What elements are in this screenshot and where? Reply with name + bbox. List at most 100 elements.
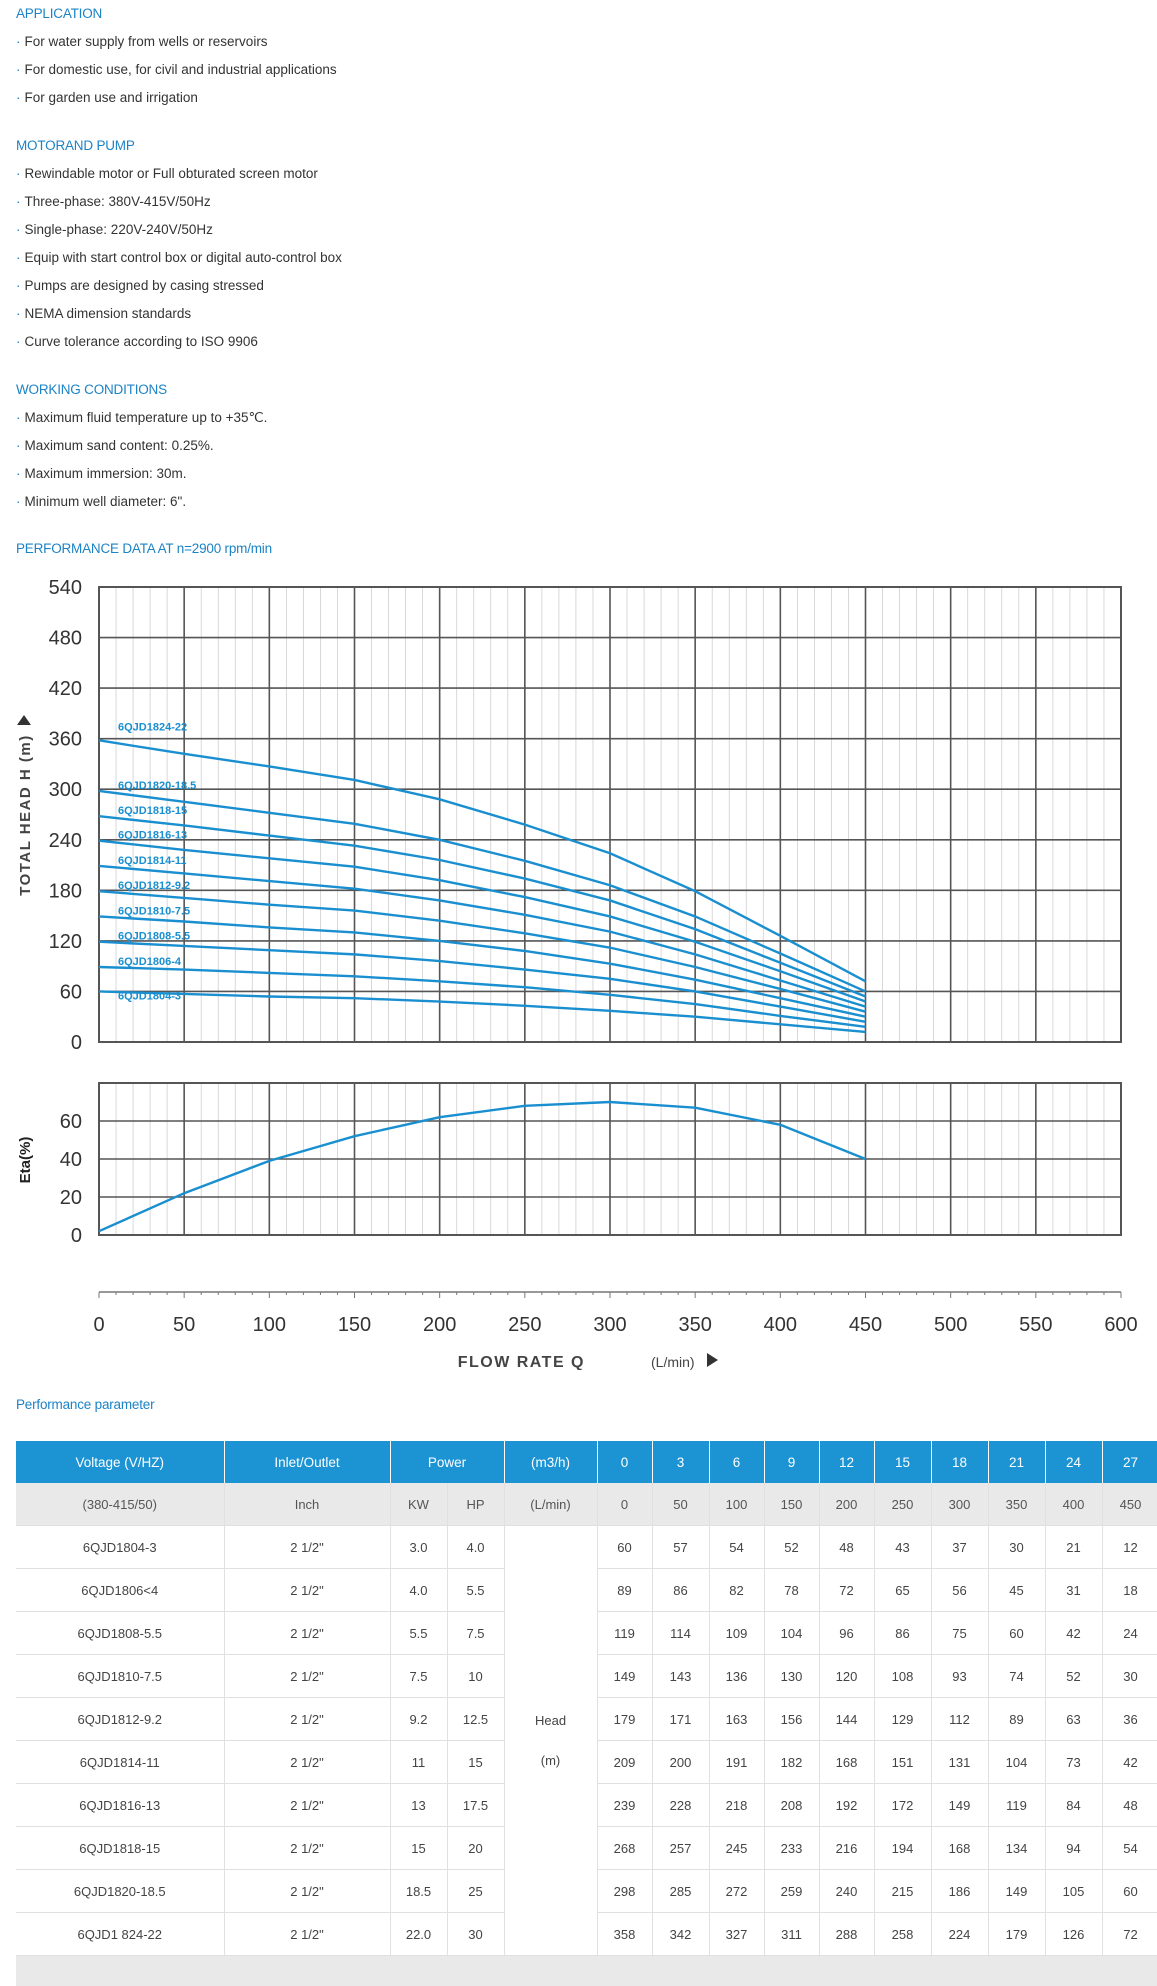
bullet-dot: · <box>16 494 21 509</box>
head-curve <box>99 866 866 1007</box>
bullet-dot: · <box>16 166 21 181</box>
inlet-cell: 2 1/2" <box>224 1569 390 1612</box>
head-value-cell: 104 <box>988 1741 1045 1784</box>
head-value-cell: 268 <box>597 1827 652 1870</box>
hp-cell: 5.5 <box>447 1569 504 1612</box>
head-value-cell: 37 <box>931 1526 988 1569</box>
head-value-cell: 63 <box>1045 1698 1102 1741</box>
curve-label: 6QJD1824-22 <box>118 721 187 733</box>
eta-y-tick-label: 0 <box>71 1225 82 1247</box>
head-value-cell: 233 <box>764 1827 819 1870</box>
head-value-cell: 129 <box>874 1698 931 1741</box>
kw-cell: 4.0 <box>390 1569 447 1612</box>
y-tick-label: 60 <box>60 981 82 1003</box>
y-tick-label: 480 <box>49 628 82 650</box>
table-header-cell: 0 <box>597 1441 652 1483</box>
table-header-cell: 15 <box>874 1441 931 1483</box>
head-value-cell: 86 <box>652 1569 709 1612</box>
curve-label: 6QJD1806-4 <box>118 956 182 968</box>
head-value-cell: 93 <box>931 1655 988 1698</box>
head-value-cell: 240 <box>819 1870 874 1913</box>
head-value-cell: 109 <box>709 1612 764 1655</box>
head-value-cell: 12 <box>1102 1526 1157 1569</box>
motor-pump-item: ·Single-phase: 220V-240V/50Hz <box>16 222 213 237</box>
bullet-text: For domestic use, for civil and industri… <box>25 62 337 77</box>
inlet-cell: 2 1/2" <box>224 1698 390 1741</box>
table-subheader-cell: 350 <box>988 1483 1045 1526</box>
head-value-cell: 104 <box>764 1612 819 1655</box>
motor-pump-item: ·Rewindable motor or Full obturated scre… <box>16 166 318 181</box>
head-value-cell: 94 <box>1045 1827 1102 1870</box>
motor-pump-title: MOTORAND PUMP <box>16 138 135 153</box>
x-tick-label: 350 <box>678 1314 711 1336</box>
kw-cell: 5.5 <box>390 1612 447 1655</box>
head-value-cell: 114 <box>652 1612 709 1655</box>
head-value-cell: 89 <box>597 1569 652 1612</box>
working-conditions-title: WORKING CONDITIONS <box>16 382 167 397</box>
head-value-cell: 65 <box>874 1569 931 1612</box>
hp-cell: 4.0 <box>447 1526 504 1569</box>
table-footer-row <box>16 1956 1157 1986</box>
table-header-cell: 6 <box>709 1441 764 1483</box>
curve-label: 6QJD1812-9.2 <box>118 880 190 892</box>
head-value-cell: 163 <box>709 1698 764 1741</box>
kw-cell: 18.5 <box>390 1870 447 1913</box>
hp-cell: 15 <box>447 1741 504 1784</box>
head-value-cell: 30 <box>1102 1655 1157 1698</box>
curve-label: 6QJD1808-5.5 <box>118 931 190 943</box>
head-value-cell: 228 <box>652 1784 709 1827</box>
head-value-cell: 119 <box>597 1612 652 1655</box>
curve-label: 6QJD1820-18.5 <box>118 780 196 792</box>
head-value-cell: 216 <box>819 1827 874 1870</box>
head-value-cell: 60 <box>597 1526 652 1569</box>
table-subheader-cell: 0 <box>597 1483 652 1526</box>
curve-label: 6QJD1814-11 <box>118 855 187 867</box>
head-value-cell: 112 <box>931 1698 988 1741</box>
model-cell: 6QJD1810-7.5 <box>16 1655 224 1698</box>
head-value-cell: 96 <box>819 1612 874 1655</box>
head-label: Head <box>506 1701 596 1741</box>
head-value-cell: 182 <box>764 1741 819 1784</box>
hp-cell: 12.5 <box>447 1698 504 1741</box>
working-item: ·Minimum well diameter: 6". <box>16 494 186 509</box>
bullet-text: Equip with start control box or digital … <box>25 250 342 265</box>
application-title: APPLICATION <box>16 6 102 21</box>
table-header-cell: 27 <box>1102 1441 1157 1483</box>
table-header-cell: Power <box>390 1441 504 1483</box>
head-unit-cell: Head(m) <box>504 1526 597 1956</box>
bullet-text: Maximum sand content: 0.25%. <box>25 438 214 453</box>
y-tick-label: 180 <box>49 880 82 902</box>
performance-table: Voltage (V/HZ) Inlet/Outlet Power (m3/h)… <box>16 1441 1157 1986</box>
table-subheader-cell: 300 <box>931 1483 988 1526</box>
head-value-cell: 151 <box>874 1741 931 1784</box>
head-value-cell: 21 <box>1045 1526 1102 1569</box>
bullet-text: Curve tolerance according to ISO 9906 <box>25 334 258 349</box>
head-value-cell: 288 <box>819 1913 874 1956</box>
head-value-cell: 134 <box>988 1827 1045 1870</box>
head-value-cell: 89 <box>988 1698 1045 1741</box>
model-cell: 6QJD1814-11 <box>16 1741 224 1784</box>
application-item: ·For garden use and irrigation <box>16 90 198 105</box>
table-header-cell: 18 <box>931 1441 988 1483</box>
head-value-cell: 272 <box>709 1870 764 1913</box>
head-value-cell: 191 <box>709 1741 764 1784</box>
head-value-cell: 84 <box>1045 1784 1102 1827</box>
bullet-dot: · <box>16 410 21 425</box>
x-tick-label: 250 <box>508 1314 541 1336</box>
head-value-cell: 285 <box>652 1870 709 1913</box>
table-subheader-cell: Inch <box>224 1483 390 1526</box>
bullet-dot: · <box>16 306 21 321</box>
motor-pump-item: ·Three-phase: 380V-415V/50Hz <box>16 194 211 209</box>
head-value-cell: 48 <box>1102 1784 1157 1827</box>
x-tick-label: 150 <box>338 1314 371 1336</box>
table-header-cell: Inlet/Outlet <box>224 1441 390 1483</box>
eta-axis-label: Eta(%) <box>17 1137 34 1184</box>
head-value-cell: 131 <box>931 1741 988 1784</box>
head-value-cell: 171 <box>652 1698 709 1741</box>
kw-cell: 3.0 <box>390 1526 447 1569</box>
head-value-cell: 75 <box>931 1612 988 1655</box>
eta-y-tick-label: 60 <box>60 1111 82 1133</box>
head-value-cell: 149 <box>931 1784 988 1827</box>
performance-parameter-title: Performance parameter <box>16 1397 154 1412</box>
